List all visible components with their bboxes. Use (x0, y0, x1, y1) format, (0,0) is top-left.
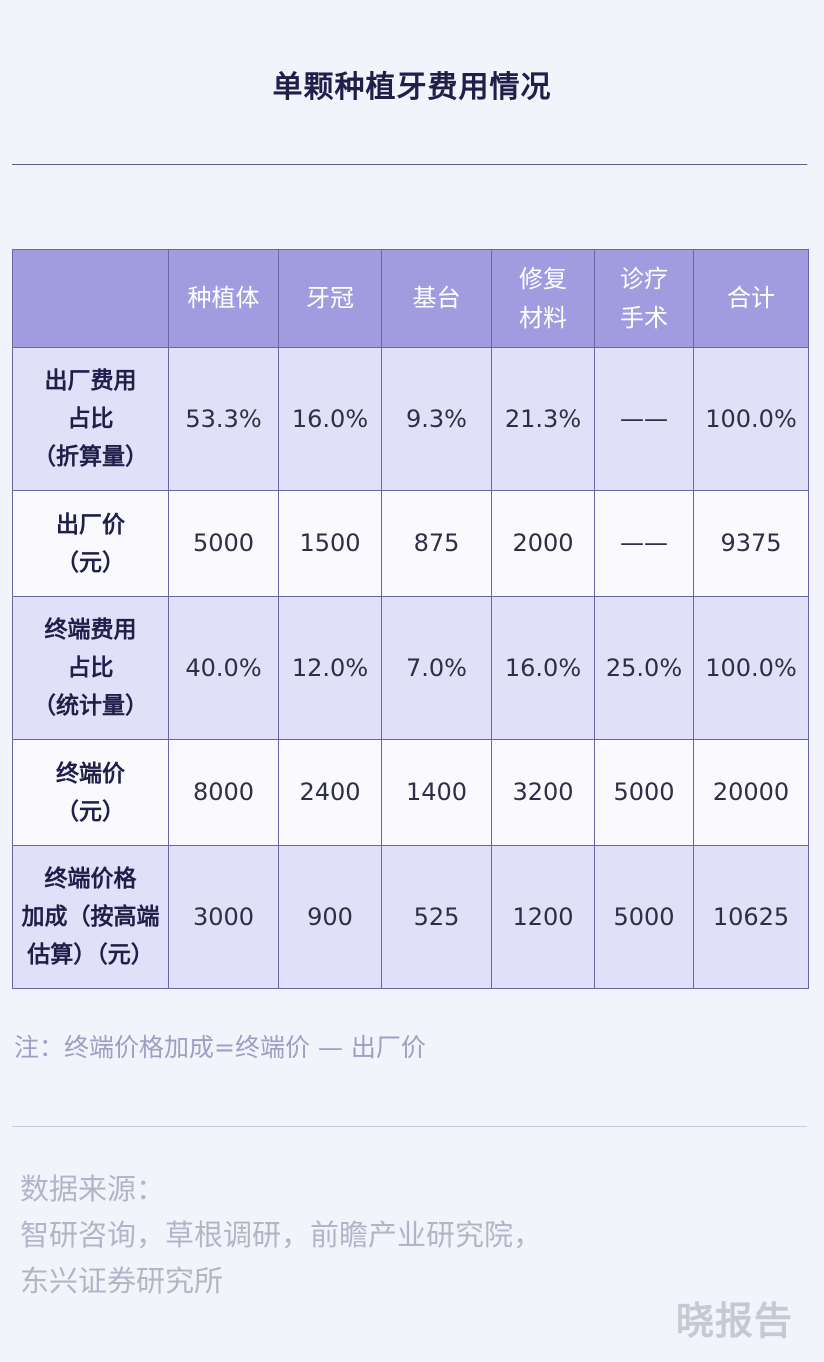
row-label-line: （元） (56, 549, 125, 576)
table-row: 终端价 （元） 8000 2400 1400 3200 5000 20000 (12, 739, 809, 846)
header-corner (12, 249, 169, 348)
brand-logo: 晓报告 (676, 1299, 794, 1343)
table-cell: 21.3% (491, 347, 595, 491)
row-label-line: 终端价格 (44, 866, 137, 892)
row-label-line: （统计量） (33, 693, 148, 719)
table-cell: 5000 (594, 739, 694, 846)
table-cell: 7.0% (381, 596, 492, 740)
header-abutment: 基台 (381, 249, 492, 348)
row-label-line: 终端价 (56, 760, 125, 787)
table-cell: 5000 (168, 490, 279, 597)
table-row: 终端费用 占比 （统计量） 40.0% 12.0% 7.0% 16.0% 25.… (12, 596, 809, 740)
table-note: 注：终端价格加成=终端价 — 出厂价 (14, 1033, 426, 1062)
table-cell: 3000 (168, 845, 279, 989)
table-cell: 525 (381, 845, 492, 989)
table-cell: 3200 (491, 739, 595, 846)
table-cell: 1200 (491, 845, 595, 989)
table-cell: 53.3% (168, 347, 279, 491)
row-label-line: 估算）（元） (27, 942, 154, 968)
table-cell: 16.0% (491, 596, 595, 740)
data-source: 数据来源： 智研咨询，草根调研，前瞻产业研究院， 东兴证券研究所 (20, 1166, 542, 1304)
row-label-line: 出厂价 (56, 511, 125, 538)
header-line: 材料 (519, 303, 567, 332)
table-cell: —— (594, 347, 694, 491)
table-cell: 1400 (381, 739, 492, 846)
table-cell: 2000 (491, 490, 595, 597)
cost-table: 种植体 牙冠 基台 修复 材料 诊疗 手术 合计 出厂费用 占比 （折算量） 5… (12, 249, 809, 989)
page-title: 单颗种植牙费用情况 (272, 70, 552, 105)
table-row: 终端价格 加成（按高端 估算）（元） 3000 900 525 1200 500… (12, 845, 809, 989)
title-divider (12, 164, 807, 165)
header-line: 手术 (620, 303, 668, 332)
table-cell: 12.0% (278, 596, 382, 740)
header-line: 诊疗 (620, 264, 668, 293)
table-row: 出厂价 （元） 5000 1500 875 2000 —— 9375 (12, 490, 809, 597)
row-label: 出厂价 （元） (12, 490, 169, 597)
table-cell: 5000 (594, 845, 694, 989)
table-header-row: 种植体 牙冠 基台 修复 材料 诊疗 手术 合计 (12, 249, 809, 348)
table-cell: 20000 (693, 739, 809, 846)
header-restorative-material: 修复 材料 (491, 249, 595, 348)
row-label-line: 占比 (67, 406, 114, 432)
row-label-line: 加成（按高端 (21, 904, 160, 930)
header-line: 修复 (519, 264, 567, 293)
header-surgery: 诊疗 手术 (594, 249, 694, 348)
table-row: 出厂费用 占比 （折算量） 53.3% 16.0% 9.3% 21.3% —— … (12, 347, 809, 491)
table-cell: 9375 (693, 490, 809, 597)
table-cell: 100.0% (693, 596, 809, 740)
table-cell: 9.3% (381, 347, 492, 491)
row-label-line: （元） (56, 798, 125, 825)
table-cell: 875 (381, 490, 492, 597)
source-label: 数据来源： (20, 1172, 166, 1206)
table-cell: 100.0% (693, 347, 809, 491)
row-label: 终端价格 加成（按高端 估算）（元） (12, 845, 169, 989)
header-crown: 牙冠 (278, 249, 382, 348)
table-cell: 25.0% (594, 596, 694, 740)
row-label-line: 终端费用 (44, 617, 137, 643)
table-cell: 16.0% (278, 347, 382, 491)
row-label: 出厂费用 占比 （折算量） (12, 347, 169, 491)
row-label: 终端费用 占比 （统计量） (12, 596, 169, 740)
table-cell: 900 (278, 845, 382, 989)
table-cell: 40.0% (168, 596, 279, 740)
table-cell: 1500 (278, 490, 382, 597)
header-total: 合计 (693, 249, 809, 348)
footer-divider (12, 1126, 807, 1127)
row-label-line: （折算量） (33, 444, 148, 470)
header-implant: 种植体 (168, 249, 279, 348)
row-label-line: 出厂费用 (44, 368, 137, 394)
table-cell: 2400 (278, 739, 382, 846)
table-cell: 10625 (693, 845, 809, 989)
row-label: 终端价 （元） (12, 739, 169, 846)
source-line: 智研咨询，草根调研，前瞻产业研究院， (20, 1218, 543, 1252)
table-cell: 8000 (168, 739, 279, 846)
source-line: 东兴证券研究所 (20, 1264, 224, 1298)
table-cell: —— (594, 490, 694, 597)
row-label-line: 占比 (67, 655, 114, 681)
